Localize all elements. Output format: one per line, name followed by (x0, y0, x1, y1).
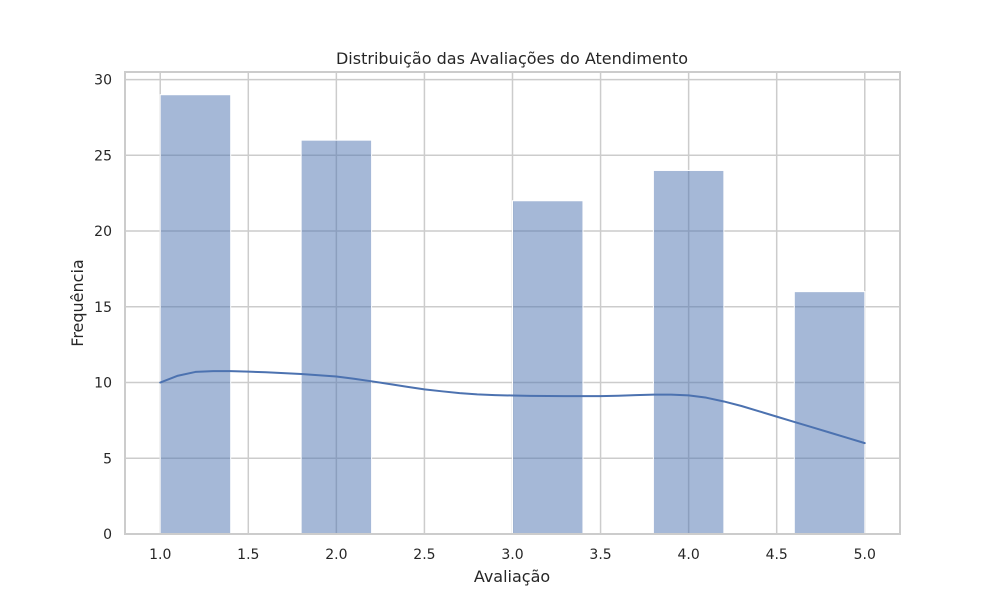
chart-title: Distribuição das Avaliações do Atendimen… (336, 49, 688, 68)
x-tick-label: 1.0 (149, 547, 171, 563)
y-tick-label: 20 (94, 224, 112, 240)
x-tick-label: 2.5 (413, 547, 435, 563)
y-axis-label: Frequência (68, 259, 87, 346)
x-tick-label: 4.0 (678, 547, 700, 563)
x-tick-label: 4.5 (766, 547, 788, 563)
x-tick-label: 3.5 (589, 547, 611, 563)
histogram-bars (159, 94, 866, 535)
histogram-bar (159, 94, 232, 535)
y-tick-label: 5 (103, 451, 112, 467)
histogram-bar (300, 139, 373, 535)
y-tick-label: 0 (103, 527, 112, 543)
plot-frame (124, 71, 901, 535)
y-tick-label: 25 (94, 148, 112, 164)
x-tick-label: 2.0 (325, 547, 347, 563)
x-tick-label: 5.0 (854, 547, 876, 563)
x-tick-label: 1.5 (237, 547, 259, 563)
histogram-bar (652, 169, 725, 535)
y-tick-label: 15 (94, 300, 112, 316)
x-tick-label: 3.0 (501, 547, 523, 563)
y-tick-label: 30 (94, 73, 112, 89)
histogram-bar (512, 200, 584, 535)
x-tick-labels: 1.0 1.5 2.0 2.5 3.0 3.5 4.0 4.5 5.0 (149, 547, 876, 563)
histogram-bar (793, 291, 866, 535)
kde-curve-layer (159, 370, 866, 445)
x-axis-label: Avaliação (474, 567, 550, 586)
y-tick-labels: 0 5 10 15 20 25 30 (94, 73, 112, 543)
y-tick-label: 10 (94, 376, 112, 392)
kde-line (159, 370, 866, 445)
